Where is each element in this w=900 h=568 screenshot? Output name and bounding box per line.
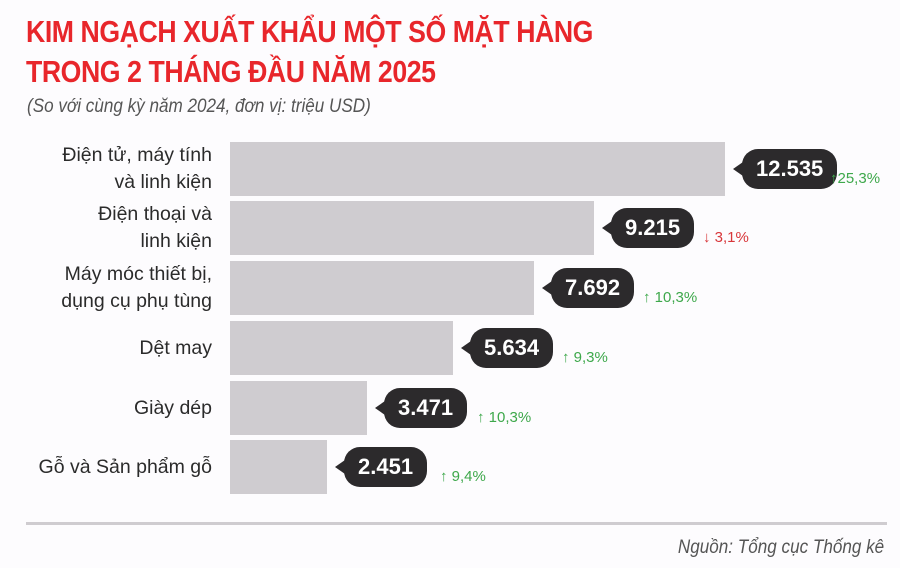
value-bubble: 12.535 — [732, 149, 838, 189]
bar-row: Máy móc thiết bị, dụng cụ phụ tùng 7.692 … — [0, 261, 900, 315]
change-indicator: ↑ 9,3% — [562, 349, 608, 366]
bar-row: Gỗ và Sản phẩm gỗ 2.451 ↑ 9,4% — [0, 440, 900, 494]
value-bubble: 9.215 — [601, 208, 695, 248]
category-label: Điện thoại và linh kiện — [98, 203, 212, 252]
bar-row: Dệt may 5.634 ↑ 9,3% — [0, 321, 900, 375]
category-label: Dệt may — [139, 336, 212, 359]
arrow-up-icon: ↑ — [440, 468, 448, 485]
value-bubble: 3.471 — [374, 388, 468, 428]
change-indicator: ↑ 9,4% — [440, 468, 486, 485]
value-bubble: 2.451 — [334, 447, 428, 487]
change-indicator: ↓ 3,1% — [703, 229, 749, 246]
bar — [230, 201, 594, 255]
category-label: Giày dép — [133, 396, 212, 419]
footer-divider — [26, 522, 887, 525]
value-bubble: 5.634 — [460, 328, 554, 368]
change-indicator: ↑25,3% — [830, 170, 881, 187]
category-label: Điện tử, máy tính và linh kiện — [62, 144, 212, 193]
arrow-down-icon: ↓ — [703, 229, 711, 246]
change-indicator: ↑ 10,3% — [477, 409, 532, 426]
chart-subtitle: (So với cùng kỳ năm 2024, đơn vị: triệu … — [27, 96, 371, 117]
chart-title-line1: KIM NGẠCH XUẤT KHẨU MỘT SỐ MẶT HÀNG — [26, 14, 593, 49]
source-note: Nguồn: Tổng cục Thống kê — [677, 537, 884, 558]
change-indicator: ↑ 10,3% — [643, 289, 698, 306]
bar — [230, 440, 327, 494]
arrow-up-icon: ↑ — [477, 409, 485, 426]
bar — [230, 142, 725, 196]
category-label: Máy móc thiết bị, dụng cụ phụ tùng — [61, 263, 212, 312]
bar-row: Giày dép 3.471 ↑ 10,3% — [0, 381, 900, 435]
bar — [230, 261, 534, 315]
bar-row: Điện tử, máy tính và linh kiện 12.535 ↑25… — [0, 142, 900, 196]
bar — [230, 381, 367, 435]
value-bubble: 7.692 — [541, 268, 635, 308]
bar — [230, 321, 453, 375]
category-label: Gỗ và Sản phẩm gỗ — [38, 455, 212, 478]
bar-row: Điện thoại và linh kiện 9.215 ↓ 3,1% — [0, 201, 900, 255]
arrow-up-icon: ↑ — [562, 349, 570, 366]
arrow-up-icon: ↑ — [643, 289, 651, 306]
chart-title-line2: TRONG 2 THÁNG ĐẦU NĂM 2025 — [26, 54, 436, 89]
arrow-up-icon: ↑ — [830, 170, 838, 187]
